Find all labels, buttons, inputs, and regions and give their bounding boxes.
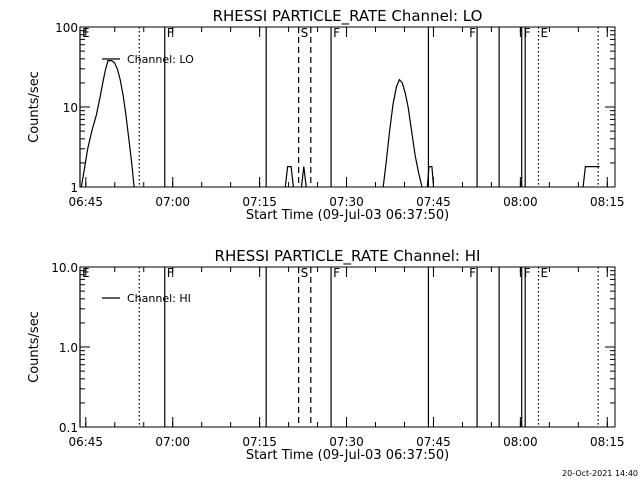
panel-hi-channel: RHESSI PARTICLE_RATE Channel: HI Counts/s…: [27, 247, 625, 463]
plot-frame: [79, 266, 616, 428]
x-tick-label: 07:00: [155, 195, 190, 209]
legend-label: Channel: HI: [127, 292, 191, 305]
plot-frame: [79, 26, 616, 188]
event-marker-label: F: [333, 26, 340, 40]
x-tick-label: 07:30: [329, 195, 364, 209]
event-marker-label: F: [524, 26, 531, 40]
series-line: [80, 59, 135, 188]
x-axis-label: Start Time (09-Jul-03 06:37:50): [246, 208, 449, 223]
x-tick-label: 07:15: [242, 195, 277, 209]
x-tick-label: 08:00: [503, 435, 538, 449]
event-marker-label: E: [541, 266, 549, 280]
x-axis-label: Start Time (09-Jul-03 06:37:50): [246, 448, 449, 463]
event-marker-label: F: [167, 26, 174, 40]
y-axis-label: Counts/sec: [27, 311, 42, 383]
series-line: [582, 166, 600, 188]
y-tick-label: 10: [63, 101, 78, 115]
x-tick-label: 06:45: [68, 195, 103, 209]
y-tick-label: 1: [70, 181, 78, 195]
y-tick-label: 10.0: [51, 261, 78, 275]
x-tick-label: 06:45: [68, 435, 103, 449]
event-marker-label: S: [301, 26, 309, 40]
event-marker-label: F: [469, 26, 476, 40]
y-tick-label: 0.1: [59, 421, 78, 435]
x-tick-label: 07:15: [242, 435, 277, 449]
event-marker-label: F: [469, 266, 476, 280]
y-axis-label: Counts/sec: [27, 71, 42, 143]
series-line: [382, 78, 423, 188]
event-marker-label: S: [301, 266, 309, 280]
panel-lo-channel: RHESSI PARTICLE_RATE Channel: LO Counts/s…: [27, 7, 625, 223]
event-marker-label: F: [524, 266, 531, 280]
event-marker-label: E: [541, 26, 549, 40]
y-tick-label: 1.0: [59, 341, 78, 355]
y-tick-label: 100: [55, 21, 78, 35]
footer-timestamp: 20-Oct-2021 14:40: [562, 469, 638, 478]
series-line: [426, 166, 435, 188]
event-marker-label: F: [167, 266, 174, 280]
series-line: [284, 166, 294, 188]
event-marker-label: E: [82, 266, 90, 280]
x-tick-label: 07:45: [416, 195, 451, 209]
x-tick-label: 08:15: [590, 195, 625, 209]
x-tick-label: 08:00: [503, 195, 538, 209]
chart-title: RHESSI PARTICLE_RATE Channel: HI: [215, 247, 481, 266]
legend-label: Channel: LO: [127, 53, 194, 66]
chart-title: RHESSI PARTICLE_RATE Channel: LO: [213, 7, 483, 26]
x-tick-label: 07:45: [416, 435, 451, 449]
event-marker-label: F: [333, 266, 340, 280]
x-tick-label: 07:30: [329, 435, 364, 449]
series-line: [300, 166, 307, 188]
event-marker-label: E: [82, 26, 90, 40]
x-tick-label: 08:15: [590, 435, 625, 449]
x-tick-label: 07:00: [155, 435, 190, 449]
